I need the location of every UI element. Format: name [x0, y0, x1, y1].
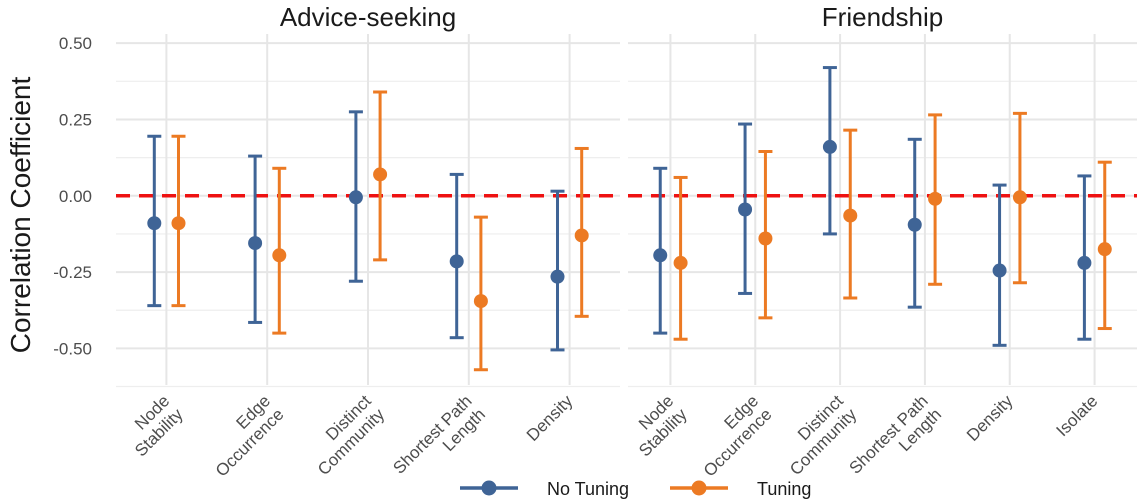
estimate-point [373, 167, 388, 182]
facet-panel-0: Advice-seeking NodeStability EdgeOccurrenc… [116, 2, 620, 491]
legend-key-point [691, 480, 707, 496]
x-tick-label-line: Isolate [1053, 391, 1102, 440]
x-tick-label: EdgeOccurrence [198, 391, 287, 480]
errorbar-tuning [373, 90, 388, 262]
errorbar-no-tuning [550, 189, 565, 352]
estimate-point [1097, 242, 1112, 257]
estimate-point [147, 216, 162, 231]
errorbar-tuning [758, 150, 773, 320]
legend-label: No Tuning [547, 479, 629, 499]
errorbar-tuning [673, 175, 688, 341]
errorbar-tuning [272, 166, 287, 335]
errorbar-no-tuning [738, 122, 753, 295]
estimate-point [653, 248, 668, 263]
estimate-point [248, 236, 263, 251]
errorbar-no-tuning [992, 183, 1007, 347]
x-tick-label: Shortest PathLength [845, 391, 945, 491]
errorbar-tuning [473, 215, 488, 372]
estimate-point [1012, 190, 1027, 205]
errorbar-no-tuning [653, 166, 668, 335]
errorbar-no-tuning [1077, 174, 1092, 341]
estimate-point [758, 231, 773, 246]
errorbar-no-tuning [348, 110, 363, 283]
estimate-point [1077, 255, 1092, 270]
y-tick-label: -0.50 [53, 339, 92, 358]
estimate-point [171, 216, 186, 231]
x-tick-label: Isolate [1053, 391, 1102, 440]
y-tick-label: 0.25 [59, 110, 92, 129]
errorbar-no-tuning [147, 134, 162, 308]
estimate-point [907, 217, 922, 232]
errorbar-no-tuning [822, 66, 837, 236]
errorbar-no-tuning [449, 172, 464, 340]
estimate-point [473, 294, 488, 309]
errorbar-tuning [1097, 160, 1112, 331]
errorbar-tuning [574, 146, 589, 318]
errorbar-tuning [171, 134, 186, 308]
y-axis-label: Correlation Coefficient [5, 77, 36, 354]
facet-title: Friendship [822, 2, 943, 32]
estimate-point [843, 208, 858, 223]
estimate-point [738, 202, 753, 217]
errorbar-no-tuning [907, 137, 922, 309]
x-tick-label: NodeStability [622, 391, 691, 460]
errorbar-tuning [843, 128, 858, 300]
x-tick-label: NodeStability [118, 391, 187, 460]
errorbar-tuning [928, 113, 943, 286]
legend-key-point [481, 480, 497, 496]
errorbar-tuning [1012, 111, 1027, 285]
estimate-point [449, 254, 464, 269]
estimate-point [348, 190, 363, 205]
y-tick-label: -0.25 [53, 263, 92, 282]
estimate-point [822, 139, 837, 154]
legend: No Tuning Tuning [460, 479, 811, 499]
legend-label: Tuning [757, 479, 811, 499]
estimate-point [272, 248, 287, 263]
x-tick-label-line: Density [523, 391, 577, 445]
x-tick-label: Shortest PathLength [389, 391, 489, 491]
estimate-point [673, 255, 688, 270]
x-tick-label: Density [523, 391, 577, 445]
x-tick-label: EdgeOccurrence [687, 391, 776, 480]
estimate-point [550, 269, 565, 284]
y-tick-label: 0.50 [59, 34, 92, 53]
errorbar-no-tuning [248, 154, 263, 324]
x-tick-label: DistinctCommunity [301, 391, 389, 479]
estimate-point [928, 191, 943, 206]
estimate-point [992, 263, 1007, 278]
x-tick-label-line: Density [963, 391, 1017, 445]
facet-title: Advice-seeking [280, 2, 456, 32]
y-tick-label: 0.00 [59, 187, 92, 206]
x-tick-label: Density [963, 391, 1017, 445]
estimate-point [574, 228, 589, 243]
